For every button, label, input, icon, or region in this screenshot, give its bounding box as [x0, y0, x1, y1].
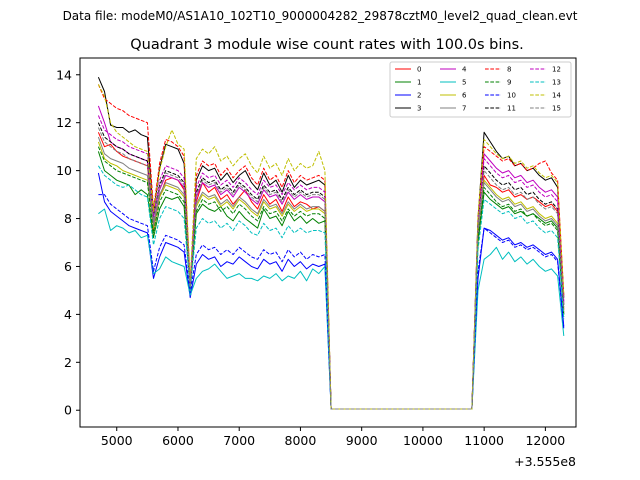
legend-label-14: 14	[552, 92, 561, 100]
legend-label-1: 1	[417, 79, 421, 87]
chart-suptitle: Data file: modeM0/AS1A10_102T10_90000042…	[63, 9, 578, 23]
legend-label-4: 4	[462, 66, 467, 74]
y-tick-label: 12	[56, 115, 72, 130]
legend-label-9: 9	[507, 79, 511, 87]
x-offset-label: +3.555e8	[514, 454, 576, 469]
legend-label-15: 15	[552, 105, 561, 113]
legend-label-11: 11	[507, 105, 516, 113]
x-tick-label: 6000	[162, 433, 194, 448]
legend-label-10: 10	[507, 92, 516, 100]
series-layer	[97, 77, 565, 410]
x-tick-label: 7000	[223, 433, 255, 448]
legend-label-12: 12	[552, 66, 561, 74]
legend-label-2: 2	[417, 92, 421, 100]
y-tick-label: 0	[64, 403, 72, 418]
legend-box	[389, 61, 572, 118]
legend-label-6: 6	[462, 92, 467, 100]
legend-label-0: 0	[417, 66, 421, 74]
series-line-15	[97, 127, 565, 410]
y-tick-label: 8	[64, 211, 72, 226]
legend-label-3: 3	[417, 105, 421, 113]
x-tick-label: 10000	[403, 433, 443, 448]
y-tick-label: 4	[64, 307, 72, 322]
legend-label-13: 13	[552, 79, 561, 87]
y-tick-label: 2	[64, 355, 72, 370]
plot-frame	[79, 57, 577, 428]
x-tick-label: 12000	[525, 433, 565, 448]
y-tick-label: 14	[56, 67, 72, 82]
legend-label-7: 7	[462, 105, 466, 113]
x-tick-label: 5000	[101, 433, 133, 448]
axes-layer: 5000 6000 7000 8000 9000 10000 11000 12000 0 2 4 6 8…	[56, 67, 565, 448]
x-tick-label: 9000	[346, 433, 378, 448]
series-line-10	[98, 194, 565, 410]
x-tick-label: 8000	[285, 433, 317, 448]
series-line-9	[97, 146, 565, 410]
x-tick-label: 11000	[464, 433, 504, 448]
y-tick-label: 10	[56, 163, 72, 178]
legend-label-5: 5	[462, 79, 466, 87]
legend-label-8: 8	[507, 66, 511, 74]
chart-title: Quadrant 3 module wise count rates with …	[130, 37, 524, 53]
y-tick-label: 6	[64, 259, 72, 274]
